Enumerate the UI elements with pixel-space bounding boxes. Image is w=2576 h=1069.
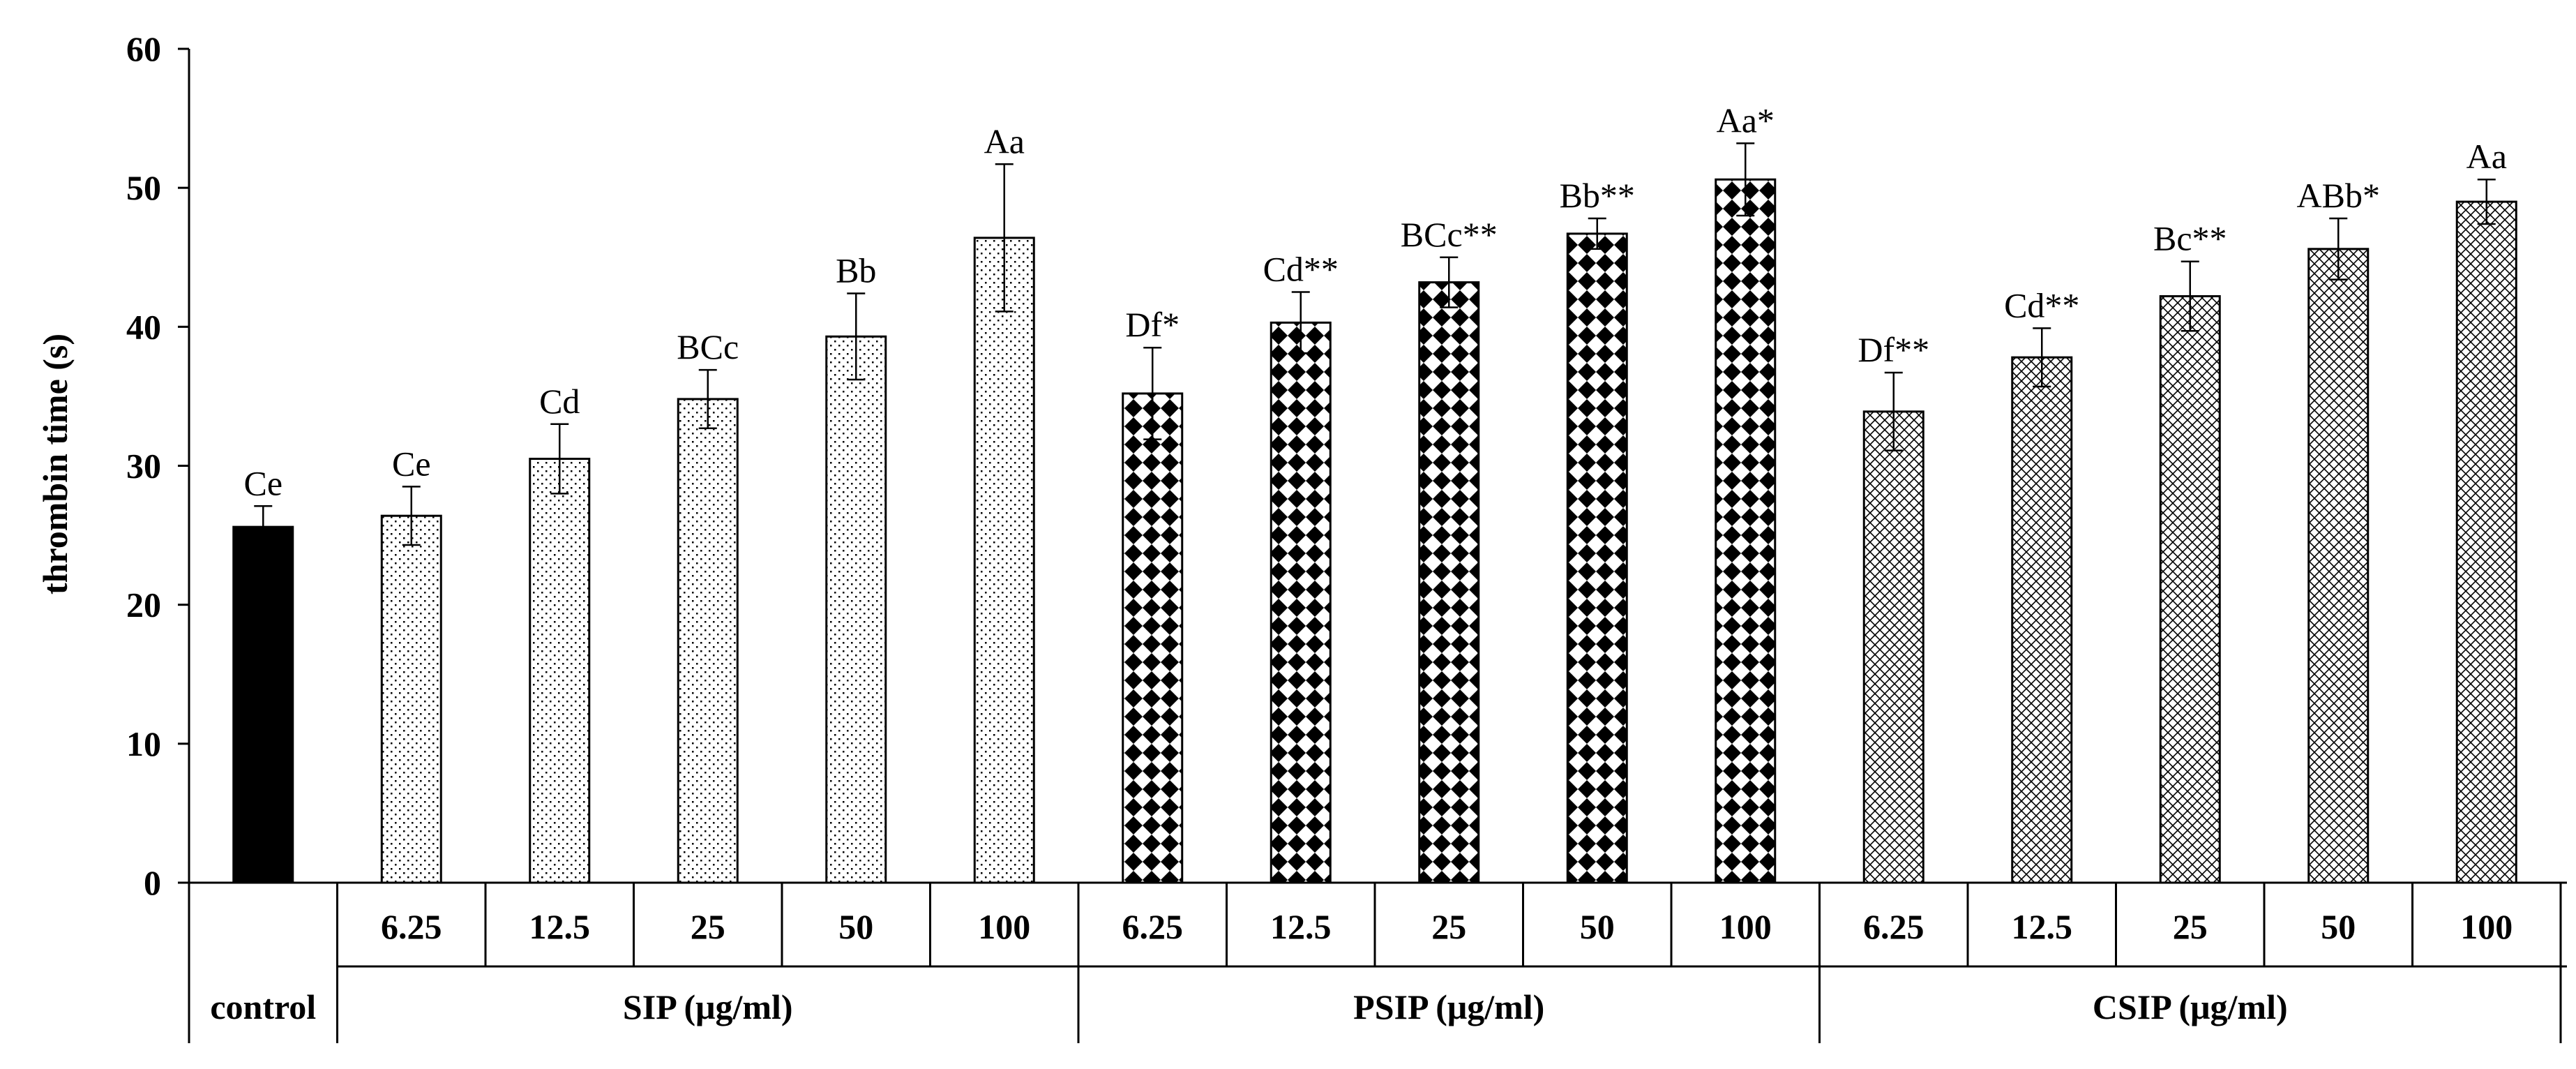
x-category-label: 25 — [2173, 907, 2208, 946]
y-axis-label: thrombin time (s) — [36, 334, 75, 595]
bar — [677, 398, 739, 884]
x-axis-table: control 6.25 12.5 25 50 100 SIP (μg/ml) 6.25 12.… — [188, 883, 2567, 1043]
bar-data-label: ABb* — [2297, 176, 2380, 215]
x-category-label: 50 — [838, 907, 873, 946]
bar-data-label: Ce — [392, 444, 431, 483]
bar-data-label: BCc — [677, 327, 739, 366]
x-category-label: 100 — [2460, 907, 2513, 946]
bar-data-label: BCc** — [1401, 215, 1498, 254]
x-group-label: CSIP (μg/ml) — [2093, 987, 2288, 1026]
bar-data-label: Aa* — [1717, 100, 1775, 140]
x-category-label: 12.5 — [2012, 907, 2073, 946]
bar-data-label: Ce — [243, 463, 283, 502]
bar — [1270, 321, 1332, 884]
bar-data-label: Df* — [1125, 305, 1180, 344]
x-category-label: 25 — [691, 907, 725, 946]
bar — [2307, 248, 2370, 884]
x-category-label: 50 — [1580, 907, 1615, 946]
x-group-label: control — [210, 987, 316, 1026]
x-category-label: 6.25 — [1863, 907, 1925, 946]
x-group-label: PSIP (μg/ml) — [1353, 987, 1544, 1026]
x-category-label: 50 — [2321, 907, 2356, 946]
bar — [1418, 281, 1480, 884]
x-category-label: 6.25 — [1122, 907, 1184, 946]
bar — [1122, 392, 1184, 884]
bar — [1862, 410, 1925, 884]
x-category-label: 100 — [978, 907, 1030, 946]
bar-data-label: Cd** — [2004, 285, 2079, 324]
x-category-label: 12.5 — [529, 907, 591, 946]
bar-data-label: Bb — [836, 251, 876, 290]
y-tick-label: 50 — [126, 168, 161, 207]
bar — [2011, 356, 2073, 884]
bar — [2159, 295, 2221, 884]
x-category-label: 6.25 — [381, 907, 442, 946]
bar — [973, 237, 1035, 884]
bar — [380, 514, 442, 884]
bar — [1715, 178, 1777, 884]
bar-data-label: Aa — [984, 121, 1025, 160]
y-tick-label: 40 — [126, 307, 161, 346]
bar-data-label: Df** — [1858, 330, 1929, 369]
x-category-label: 12.5 — [1270, 907, 1332, 946]
bar — [1566, 232, 1628, 884]
bar-data-label: Bc** — [2153, 219, 2227, 258]
y-axis: 0 10 20 30 40 50 60 — [126, 29, 189, 902]
bar — [2455, 200, 2517, 884]
bar — [529, 458, 591, 884]
bar-data-label: Bb** — [1560, 176, 1635, 215]
axes-layer — [188, 49, 2567, 884]
bar — [825, 335, 887, 884]
bar-data-label: Cd — [539, 382, 580, 421]
y-tick-label: 0 — [144, 863, 161, 902]
y-tick-label: 10 — [126, 724, 161, 763]
x-category-label: 100 — [1719, 907, 1772, 946]
x-group-label: SIP (μg/ml) — [623, 987, 793, 1026]
bar-data-label: Cd** — [1263, 250, 1339, 289]
bar-data-label: Aa — [2466, 137, 2507, 176]
y-tick-label: 60 — [126, 29, 161, 68]
y-tick-label: 20 — [126, 585, 161, 625]
bars-layer: Ce Ce Cd BCc Bb Aa Df* Cd** BCc** Bb** Aa* Df** Cd**… — [232, 100, 2517, 884]
x-category-label: 25 — [1431, 907, 1466, 946]
bar — [232, 525, 294, 884]
y-tick-label: 30 — [126, 447, 161, 486]
